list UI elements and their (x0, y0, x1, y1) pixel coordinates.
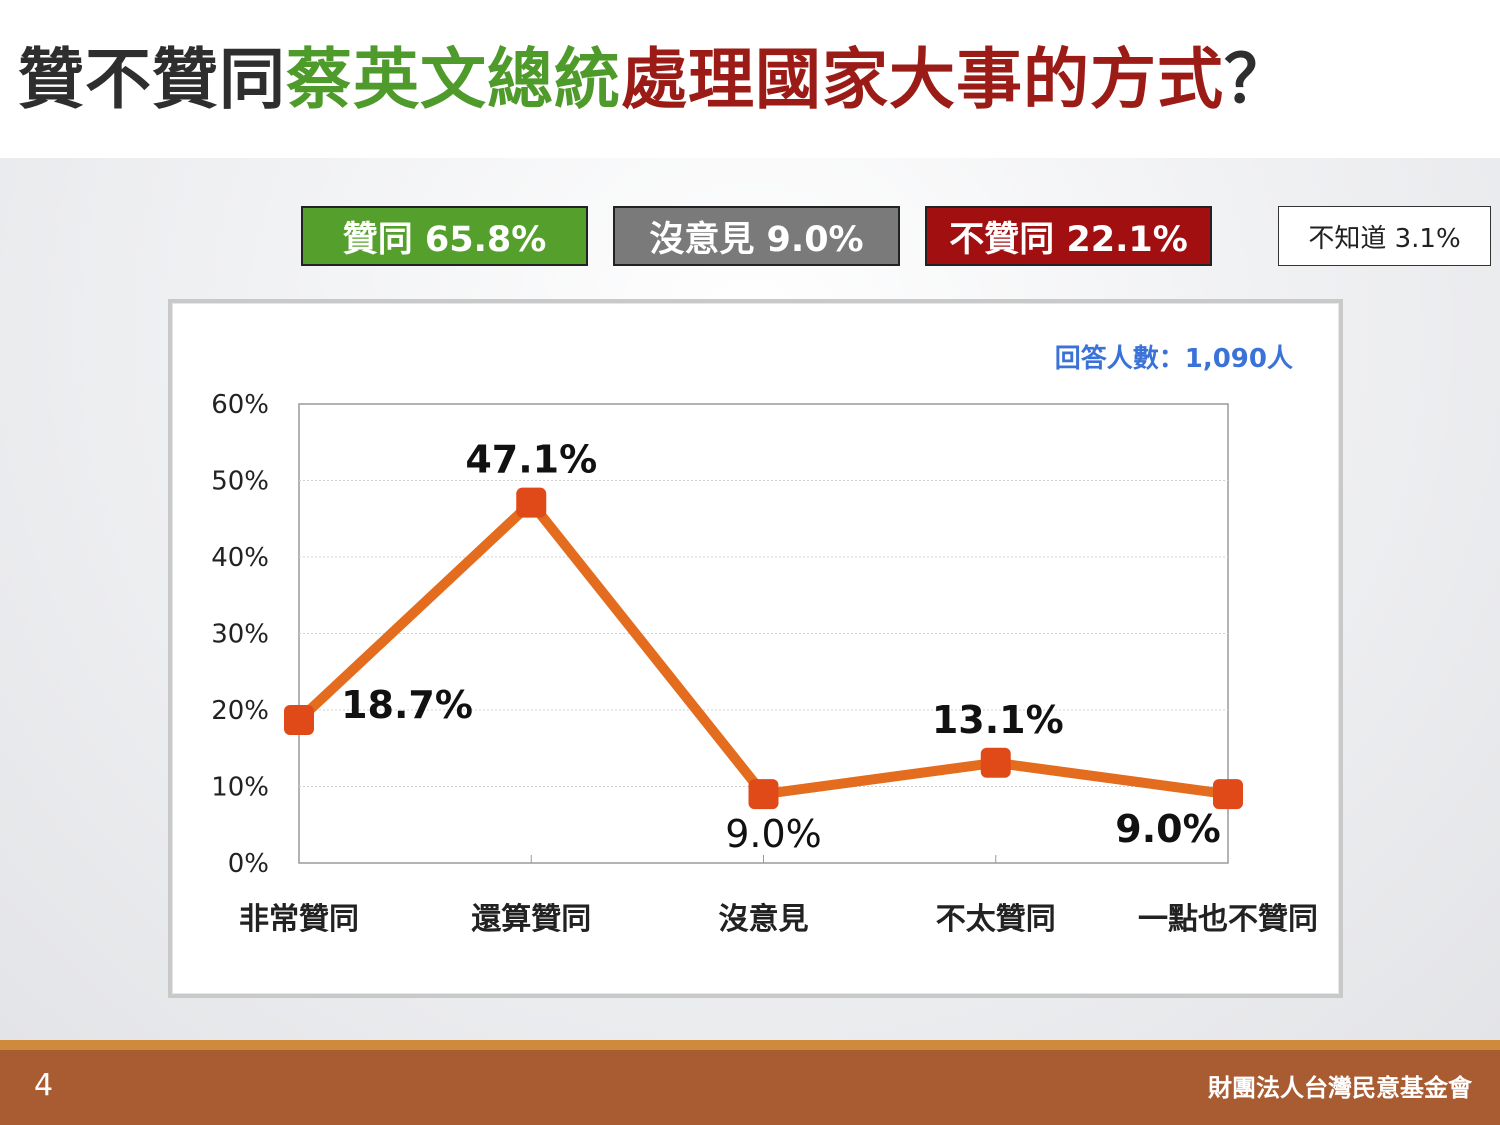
data-label: 13.1% (932, 698, 1064, 742)
data-label: 18.7% (341, 683, 473, 727)
title-band: 贊不贊同蔡英文總統處理國家大事的方式？ (0, 0, 1500, 158)
data-label: 47.1% (465, 438, 597, 482)
organization-name: 財團法人台灣民意基金會 (1208, 1074, 1472, 1102)
x-category-label: 非常贊同 (239, 902, 359, 937)
y-tick-label: 10% (211, 773, 269, 803)
data-label: 9.0% (725, 812, 822, 856)
title-part-1: 贊不贊同 (18, 41, 286, 118)
x-category-label: 還算贊同 (471, 902, 591, 937)
summary-approve-box: 贊同 65.8% (301, 206, 588, 266)
data-label: 9.0% (1115, 807, 1220, 851)
summary-disapprove-box: 不贊同 22.1% (925, 206, 1212, 266)
respondents-label: 回答人數：1,090人 (1055, 343, 1293, 374)
y-tick-label: 0% (228, 849, 269, 879)
data-point (748, 779, 779, 810)
y-tick-label: 50% (211, 467, 269, 497)
data-point (1213, 779, 1243, 810)
summary-unknown-box: 不知道 3.1% (1278, 206, 1491, 266)
x-category-label: 沒意見 (719, 902, 809, 937)
data-point (980, 747, 1011, 778)
y-tick-label: 60% (211, 390, 269, 420)
page-title: 贊不贊同蔡英文總統處理國家大事的方式？ (18, 41, 1291, 118)
y-tick-label: 40% (211, 543, 269, 573)
x-category-label: 一點也不贊同 (1138, 902, 1318, 937)
line-chart: 回答人數：1,090人 0% 10% 20% 30% 40% 50% 60% 非常贊同 還算贊同… (211, 343, 1318, 937)
chart-frame: 回答人數：1,090人 0% 10% 20% 30% 40% 50% 60% 非常贊同 還算贊同… (168, 299, 1343, 998)
data-point (516, 487, 547, 518)
title-part-3: 處理國家大事的方式 (621, 41, 1224, 118)
y-tick-label: 20% (211, 696, 269, 726)
x-category-label: 不太贊同 (936, 902, 1056, 937)
title-part-4: ？ (1224, 41, 1291, 118)
footer-bar (0, 1040, 1500, 1125)
y-tick-label: 30% (211, 620, 269, 650)
data-point (284, 704, 314, 735)
page-number: 4 (34, 1068, 54, 1103)
summary-no-opinion-box: 沒意見 9.0% (613, 206, 900, 266)
title-part-2: 蔡英文總統 (286, 41, 621, 118)
